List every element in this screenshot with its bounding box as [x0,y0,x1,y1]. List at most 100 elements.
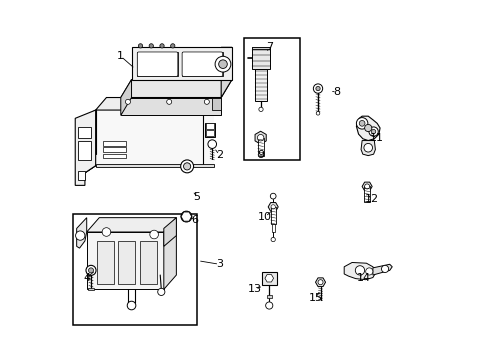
Text: 6: 6 [191,215,198,225]
Polygon shape [96,110,203,166]
Text: 12: 12 [364,194,378,204]
Polygon shape [88,288,94,291]
Polygon shape [96,110,214,166]
Polygon shape [163,218,176,289]
Polygon shape [121,80,231,98]
Bar [78,171,85,180]
Polygon shape [131,47,231,80]
Polygon shape [264,275,273,282]
Polygon shape [360,140,375,156]
Circle shape [316,112,319,115]
Circle shape [158,288,164,296]
Circle shape [317,280,323,285]
Text: 13: 13 [248,284,262,294]
Circle shape [218,60,227,68]
Circle shape [270,205,275,209]
Polygon shape [75,110,96,185]
Bar [73,214,196,325]
Polygon shape [267,203,278,211]
Text: 3: 3 [216,259,223,269]
Polygon shape [356,116,379,140]
Circle shape [180,160,193,173]
Circle shape [270,237,275,242]
Circle shape [138,44,142,48]
Bar [102,147,126,152]
Text: 14: 14 [356,273,370,283]
Bar [244,39,300,160]
Polygon shape [96,164,214,167]
Polygon shape [344,262,376,280]
Polygon shape [121,80,131,116]
Circle shape [257,134,264,141]
Polygon shape [85,110,96,173]
Circle shape [371,130,375,134]
Text: 1: 1 [117,51,124,61]
Circle shape [125,99,130,104]
Bar [266,295,271,298]
Circle shape [365,268,372,275]
Circle shape [364,184,369,189]
Bar [270,207,275,224]
Polygon shape [251,46,270,49]
Circle shape [183,163,190,170]
Circle shape [170,44,175,48]
Polygon shape [86,232,163,289]
Bar [257,138,263,156]
Bar [251,46,270,69]
Circle shape [127,301,136,310]
Text: 11: 11 [369,133,384,143]
Polygon shape [221,47,231,98]
FancyBboxPatch shape [137,52,178,76]
Bar [137,51,178,76]
Circle shape [86,265,96,275]
Bar [118,241,135,284]
Circle shape [76,231,85,240]
Polygon shape [181,212,191,221]
Bar [97,241,114,284]
Bar [255,69,266,101]
Polygon shape [77,218,86,248]
Text: 9: 9 [257,150,264,160]
Circle shape [207,140,216,148]
Polygon shape [212,98,221,110]
Circle shape [149,44,153,48]
Circle shape [315,86,320,91]
Bar [205,123,214,129]
Circle shape [204,99,209,104]
Bar [182,51,223,76]
Text: 7: 7 [265,42,273,52]
Circle shape [363,143,372,152]
Circle shape [313,84,322,93]
Circle shape [265,302,272,309]
Bar [78,140,91,160]
Circle shape [215,56,230,72]
FancyBboxPatch shape [182,52,222,76]
Circle shape [270,193,276,199]
Circle shape [166,99,171,104]
Text: 5: 5 [193,192,200,202]
Circle shape [149,230,158,239]
Circle shape [160,44,164,48]
Bar [205,130,214,136]
Circle shape [355,266,364,275]
Polygon shape [163,218,176,246]
Text: 2: 2 [215,150,223,160]
Circle shape [102,228,110,236]
Text: 8: 8 [333,87,340,97]
Bar [78,127,91,138]
Bar [261,272,276,285]
Circle shape [368,127,378,136]
Text: 4: 4 [83,273,90,283]
Polygon shape [315,278,325,287]
Circle shape [258,107,263,112]
Polygon shape [121,98,221,116]
Circle shape [183,214,188,219]
Text: 10: 10 [258,212,272,221]
Text: 15: 15 [308,293,322,303]
Bar [140,241,157,284]
Bar [204,123,215,137]
Circle shape [356,118,367,129]
Circle shape [88,268,93,273]
Bar [102,154,126,158]
Polygon shape [86,218,176,232]
